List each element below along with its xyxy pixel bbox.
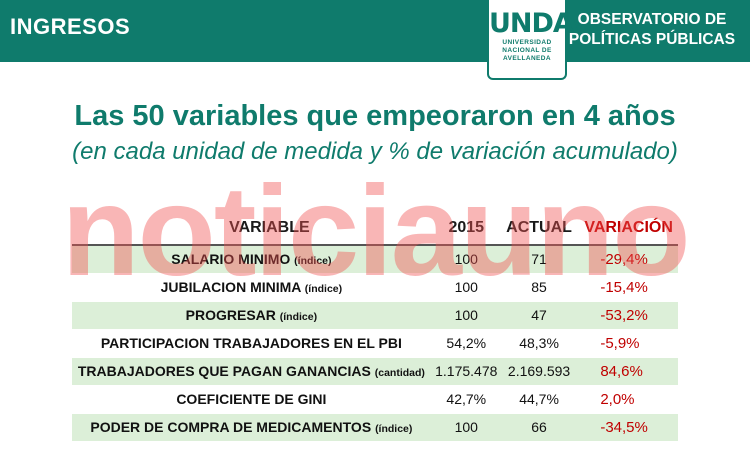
cell-2015: 42,7% [430,385,502,414]
cell-2015: 54,2% [430,329,502,358]
variable-name: JUBILACION MINIMA [160,279,301,295]
cell-2015: 100 [430,301,502,330]
cell-variable: PARTICIPACION TRABAJADORES EN EL PBI [72,329,431,358]
table-row: SALARIO MINIMO (índice) 100 71 -29,4% [72,245,678,274]
logo-line-3: AVELLANEDA [503,55,551,62]
section-title: INGRESOS [10,14,131,39]
table-row: JUBILACION MINIMA (índice) 100 85 -15,4% [72,273,678,302]
cell-variable: SALARIO MINIMO (índice) [72,245,431,274]
undav-logo: UNDAV UNIVERSIDAD NACIONAL DE AVELLANEDA [487,0,592,80]
table-row: PROGRESAR (índice) 100 47 -53,2% [72,301,678,330]
page-title: Las 50 variables que empeoraron en 4 año… [74,100,676,132]
cell-2015: 100 [430,245,502,274]
column-header-variation: VARIACIÓN [576,212,678,246]
cell-variation: 84,6% [576,357,678,386]
logo-line-2: NACIONAL DE [502,47,552,54]
variable-name: COEFICIENTE DE GINI [176,391,327,407]
cell-variable: TRABAJADORES QUE PAGAN GANANCIAS (cantid… [72,357,431,386]
cell-actual: 2.169.593 [501,357,577,386]
cell-variation: 2,0% [576,385,678,414]
table-row: TRABAJADORES QUE PAGAN GANANCIAS (cantid… [72,357,678,386]
observatory-line-1: OBSERVATORIO DE [577,11,727,28]
cell-actual: 66 [501,413,577,442]
cell-2015: 100 [430,273,502,302]
observatory-line-2: POLÍTICAS PÚBLICAS [568,31,736,48]
table-row: PARTICIPACION TRABAJADORES EN EL PBI 54,2… [72,329,678,358]
page-subtitle: (en cada unidad de medida y % de variaci… [72,138,678,165]
cell-actual: 85 [501,273,577,302]
variable-unit: (índice) [304,283,343,295]
cell-variation: -34,5% [576,413,678,442]
variable-unit: (índice) [279,311,318,323]
header-bar: INGRESOS UNDAV UNIVERSIDAD NACIONAL DE A… [0,0,750,80]
variable-name: PROGRESAR [185,307,276,323]
variable-name: PARTICIPACION TRABAJADORES EN EL PBI [100,335,402,351]
cell-variation: -15,4% [576,273,678,302]
cell-actual: 47 [501,301,577,330]
logo-line-1: UNIVERSIDAD [502,39,552,46]
logo-mark: UNDAV [489,8,592,39]
cell-actual: 44,7% [501,385,577,414]
table-body: SALARIO MINIMO (índice) 100 71 -29,4% JUBILA… [72,245,678,442]
variable-name: PODER DE COMPRA DE MEDICAMENTOS [90,419,372,435]
table-row: PODER DE COMPRA DE MEDICAMENTOS (índice)… [72,413,678,442]
variables-table: VARIABLE 2015 ACTUAL VARIACIÓN SALARIO M… [72,212,678,442]
cell-variation: -5,9% [576,329,678,358]
table-header-row: VARIABLE 2015 ACTUAL VARIACIÓN [72,212,678,246]
column-header-2015: 2015 [430,212,502,246]
cell-2015: 100 [430,413,502,442]
column-header-actual: ACTUAL [501,212,577,246]
variable-unit: (cantidad) [374,367,425,379]
variable-unit: (índice) [294,255,332,268]
table-row: COEFICIENTE DE GINI 42,7% 44,7% 2,0% [72,385,678,414]
cell-variable: PROGRESAR (índice) [72,301,431,330]
variable-unit: (índice) [375,423,413,435]
cell-actual: 48,3% [501,329,577,358]
cell-variation: -53,2% [576,301,678,330]
cell-2015: 1.175.478 [430,357,502,386]
variable-name: SALARIO MINIMO [171,251,291,268]
cell-variable: PODER DE COMPRA DE MEDICAMENTOS (índice) [72,413,431,442]
cell-variable: COEFICIENTE DE GINI [72,385,431,414]
variable-name: TRABAJADORES QUE PAGAN GANANCIAS [77,363,371,379]
cell-actual: 71 [501,245,577,274]
observatory-label: OBSERVATORIO DE POLÍTICAS PÚBLICAS [562,10,742,50]
cell-variable: JUBILACION MINIMA (índice) [72,273,431,302]
cell-variation: -29,4% [576,245,678,274]
column-header-variable: VARIABLE [72,212,431,246]
